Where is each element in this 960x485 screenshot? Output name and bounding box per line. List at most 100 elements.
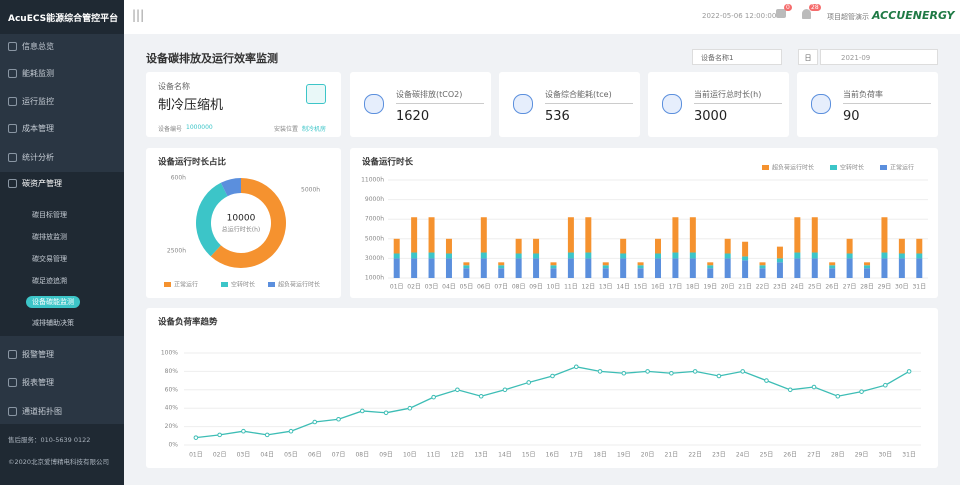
- x-tick-label: 05日: [284, 452, 298, 459]
- user-name[interactable]: 项目超管演示: [827, 13, 869, 21]
- bar-segment: [445, 238, 452, 254]
- x-tick-label: 02日: [213, 452, 227, 459]
- menu-toggle[interactable]: |||: [132, 8, 145, 22]
- message-icon[interactable]: [776, 9, 786, 18]
- legend-swatch: [880, 165, 887, 170]
- point: [573, 364, 579, 370]
- menu-item[interactable]: 统计分析: [22, 153, 54, 162]
- bar-segment: [898, 253, 905, 259]
- badge: 0: [784, 4, 792, 11]
- bar-segment: [550, 265, 557, 269]
- bar-segment: [498, 262, 505, 266]
- submenu-item[interactable]: 碳目标管理: [32, 211, 67, 219]
- menu-item[interactable]: 碳资产管理: [22, 179, 62, 188]
- submenu-item[interactable]: 碳排放监测: [32, 233, 67, 241]
- pie-center-value: 10000: [227, 214, 256, 224]
- pie-slice: [220, 178, 241, 197]
- x-tick-label: 02日: [407, 284, 421, 291]
- menu-icon: [8, 97, 17, 106]
- legend-swatch: [268, 282, 275, 287]
- x-tick-label: 04日: [260, 452, 274, 459]
- x-tick-label: 17日: [569, 452, 583, 459]
- submenu-item[interactable]: 碳足迹追溯: [32, 277, 67, 285]
- legend-swatch: [762, 165, 769, 170]
- x-tick-label: 08日: [512, 284, 526, 291]
- x-tick-label: 24日: [791, 284, 805, 291]
- menu-item[interactable]: 成本管理: [22, 124, 54, 133]
- y-tick-label: 40%: [165, 405, 179, 412]
- x-tick-label: 03日: [425, 284, 439, 291]
- bar-chart: 设备运行时长 1000h 3000h 5000h 7000h 9000h 11000h 01日…: [361, 157, 928, 291]
- legend-label: 超负荷运行时长: [278, 281, 320, 289]
- x-tick-label: 06日: [308, 452, 322, 459]
- x-tick-label: 30日: [879, 452, 893, 459]
- point: [716, 373, 722, 379]
- bar-segment: [811, 258, 818, 278]
- submenu-item[interactable]: 碳交易管理: [32, 255, 67, 263]
- slice-label: 2500h: [167, 248, 186, 255]
- location-label: 安装位置: [274, 126, 299, 133]
- x-tick-label: 31日: [912, 284, 926, 291]
- point: [597, 369, 603, 374]
- bar-segment: [585, 258, 592, 278]
- bar-segment: [811, 252, 818, 259]
- period-select[interactable]: 日: [798, 49, 818, 65]
- device-select[interactable]: 设备名称1: [692, 49, 782, 65]
- bar-segment: [864, 268, 871, 278]
- bar-segment: [655, 258, 661, 278]
- bar-segment: [515, 258, 522, 278]
- menu-icon: [8, 69, 17, 78]
- y-tick-label: 9000h: [365, 196, 384, 203]
- bar-segment: [724, 253, 731, 259]
- x-tick-label: 22日: [756, 284, 770, 291]
- bar-segment: [689, 258, 696, 278]
- y-tick-label: 3000h: [365, 255, 384, 262]
- point: [883, 382, 888, 388]
- bar-segment: [393, 238, 400, 254]
- submenu-item[interactable]: 设备碳能监测: [26, 296, 80, 308]
- bar-segment: [829, 262, 836, 266]
- point: [360, 408, 365, 414]
- bar-segment: [463, 262, 470, 266]
- point: [217, 432, 222, 438]
- point: [502, 387, 508, 393]
- slice-label: 5000h: [301, 187, 320, 194]
- bar-segment: [515, 253, 522, 259]
- menu-item[interactable]: 能耗监测: [22, 69, 54, 78]
- point: [526, 380, 532, 385]
- x-tick-label: 12日: [582, 284, 596, 291]
- bar-segment: [776, 262, 783, 278]
- bar-segment: [916, 258, 923, 278]
- menu-item[interactable]: 运行监控: [22, 97, 54, 106]
- bar-segment: [567, 217, 574, 253]
- menu-item[interactable]: 信息总览: [22, 42, 54, 51]
- bell-icon[interactable]: [802, 9, 811, 19]
- x-tick-label: 15日: [522, 452, 536, 459]
- bar-segment: [672, 252, 679, 259]
- bar-segment: [585, 217, 592, 253]
- bar-segment: [411, 217, 418, 253]
- bar-segment: [655, 253, 661, 259]
- kpi-value: 3000: [694, 109, 728, 124]
- bar-segment: [428, 252, 435, 259]
- point: [241, 428, 246, 434]
- menu-icon: [8, 407, 17, 416]
- submenu-item[interactable]: 减排辅助决策: [32, 319, 74, 327]
- bar-segment: [689, 217, 696, 253]
- x-tick-label: 09日: [529, 284, 543, 291]
- bar-segment: [898, 258, 905, 278]
- menu-item[interactable]: 报警管理: [22, 350, 54, 359]
- x-tick-label: 26日: [825, 284, 839, 291]
- date-picker[interactable]: 2021-09: [820, 49, 938, 65]
- x-tick-label: 11日: [427, 452, 441, 459]
- kpi-card: 当前负荷率 90: [797, 72, 938, 137]
- x-tick-label: 11日: [564, 284, 578, 291]
- menu-item[interactable]: 报表管理: [22, 378, 54, 387]
- x-tick-label: 26日: [783, 452, 797, 459]
- bar-segment: [707, 265, 714, 269]
- x-tick-label: 23日: [773, 284, 787, 291]
- menu-item[interactable]: 通道拓扑图: [22, 407, 62, 416]
- bar-segment: [480, 252, 487, 259]
- top-bar: ||| 2022-05-06 12:00:00 0 28 项目超管演示 ACCU…: [124, 0, 960, 34]
- x-tick-label: 18日: [686, 284, 700, 291]
